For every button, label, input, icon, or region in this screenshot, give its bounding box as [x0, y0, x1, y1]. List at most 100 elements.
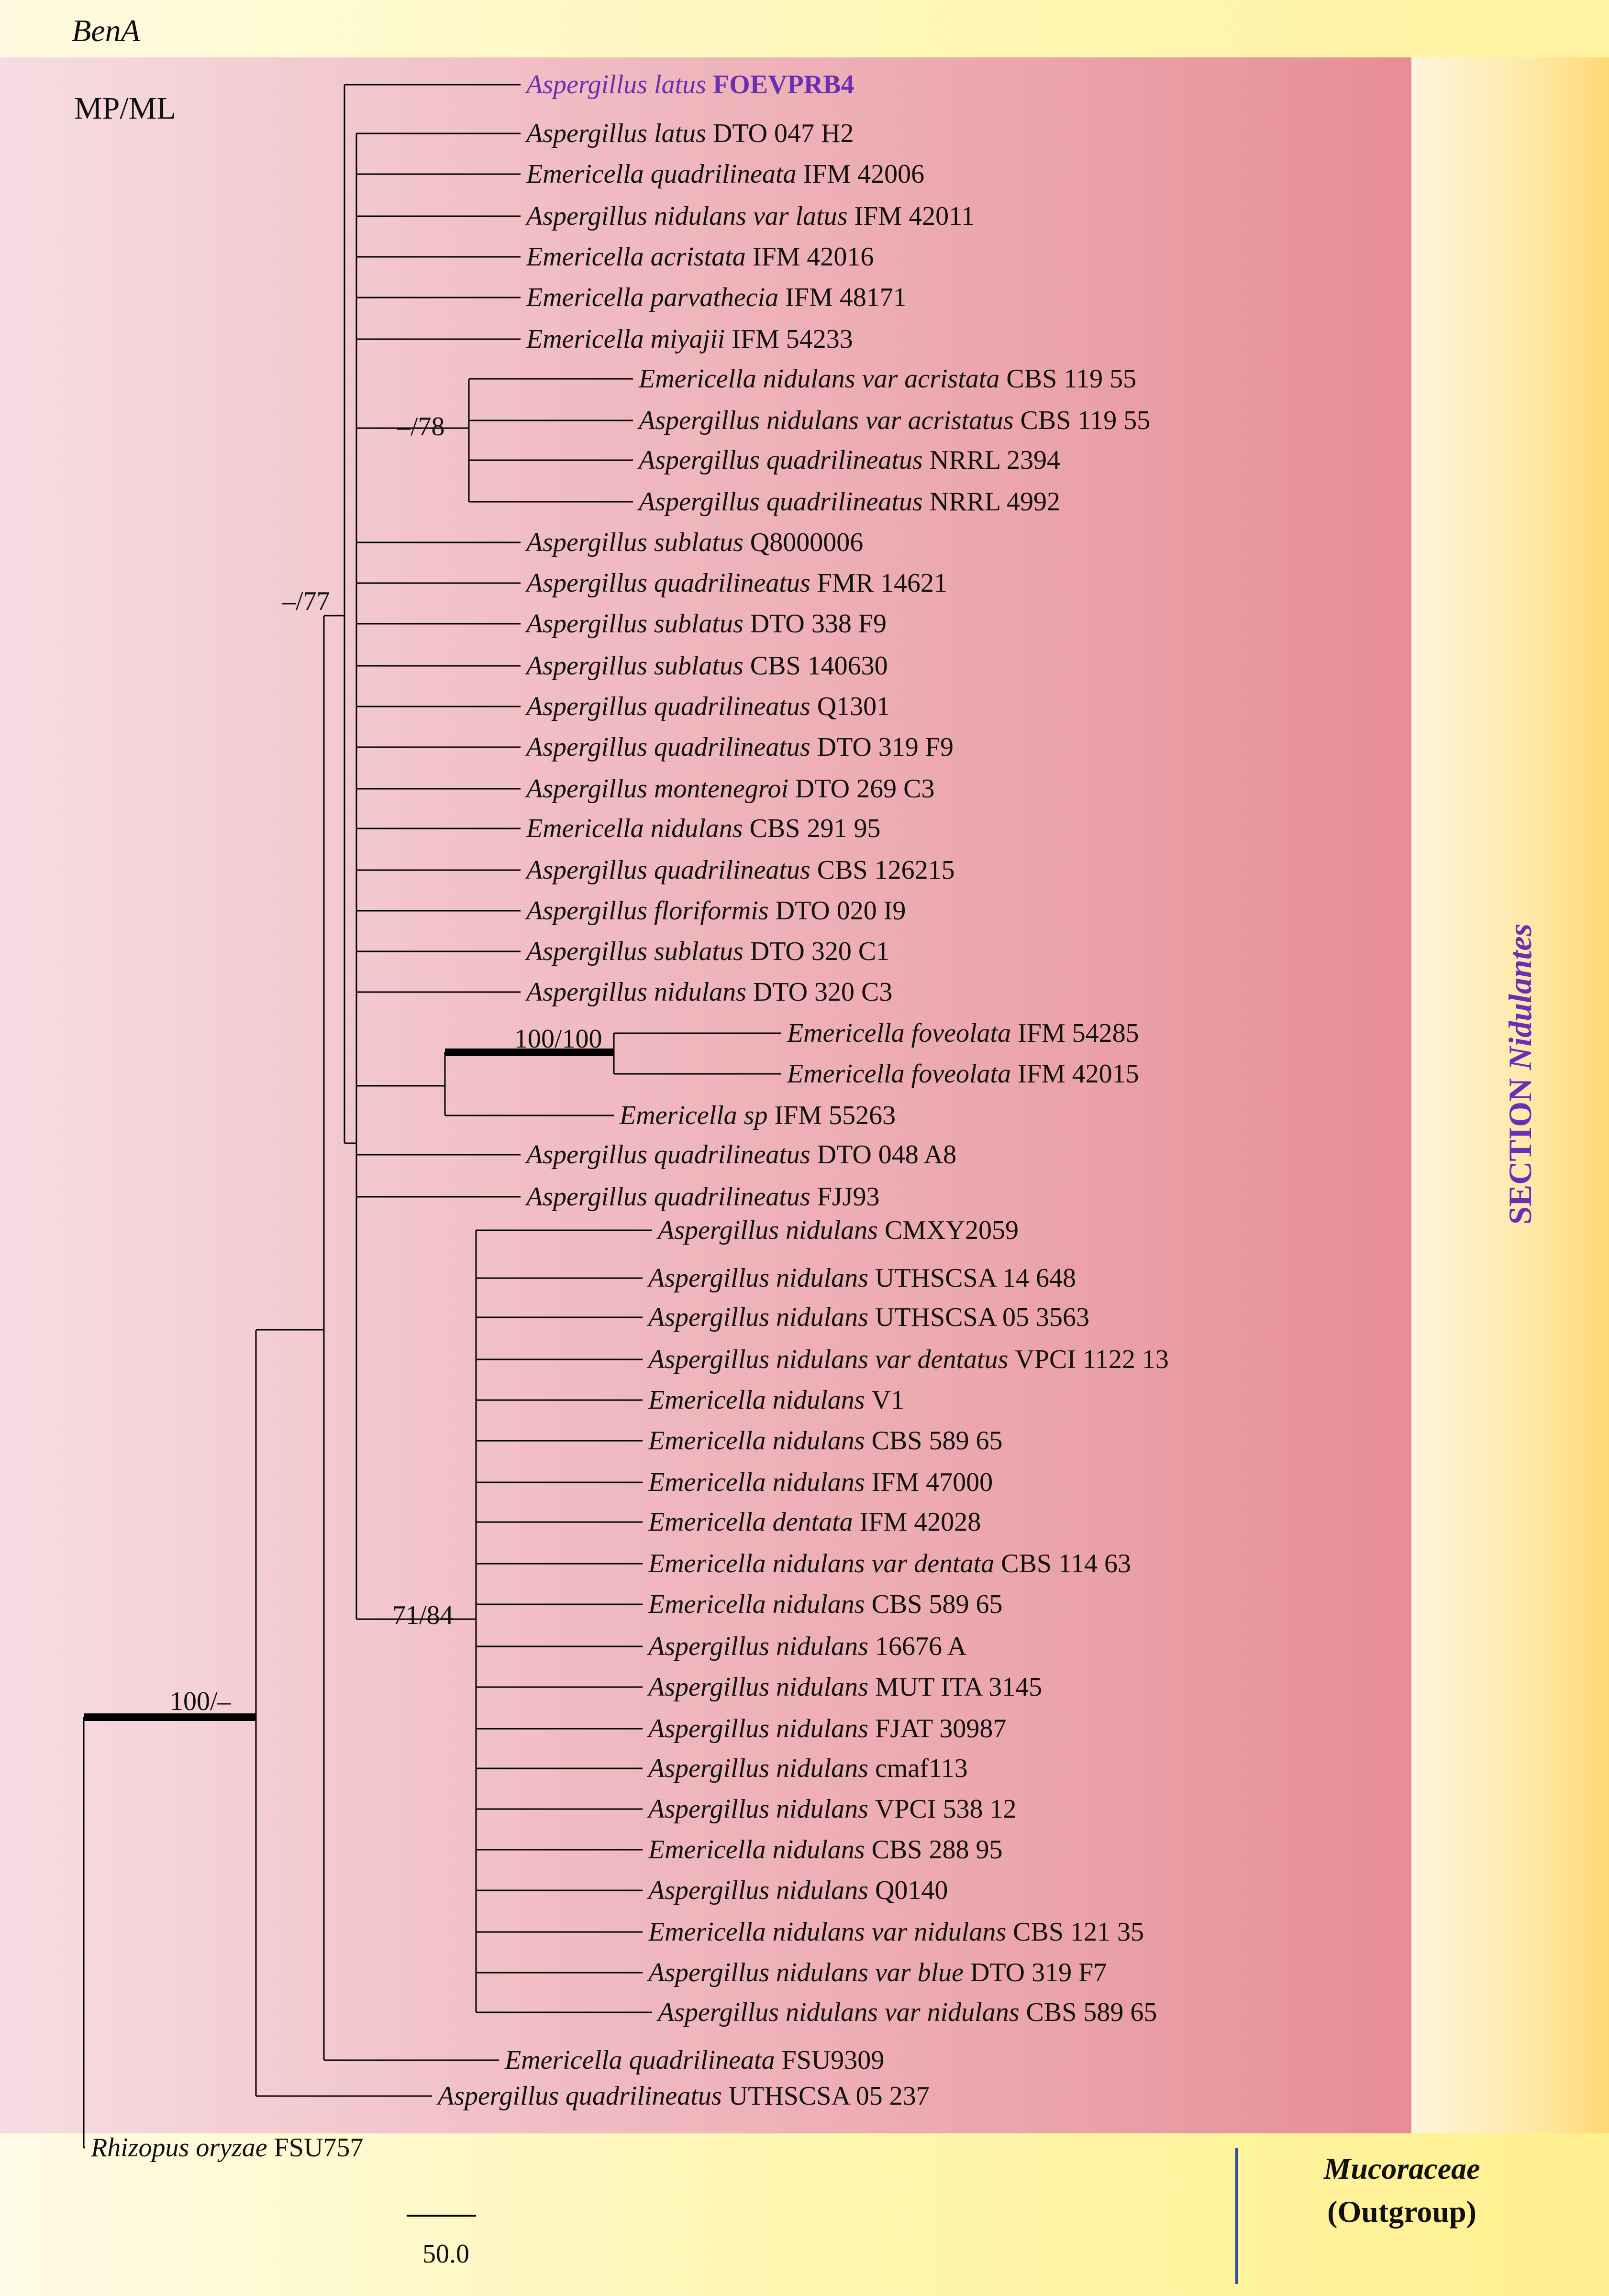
strain-id: IFM 55263 [774, 1101, 896, 1130]
strain-id: IFM 47000 [872, 1468, 993, 1497]
species-name: Aspergillus quadrilineatus [637, 445, 930, 475]
strain-id: MUT ITA 3145 [875, 1672, 1042, 1702]
taxon-label: Aspergillus nidulans var nidulans CBS 58… [656, 1998, 1157, 2027]
species-name: Emericella nidulans [648, 1468, 872, 1497]
strain-id: DTO 319 F7 [970, 1958, 1107, 1987]
taxon-label: Aspergillus nidulans cmaf113 [646, 1754, 968, 1783]
taxon-label: Emericella nidulans CBS 288 95 [648, 1835, 1002, 1865]
strain-id: VPCI 538 12 [875, 1794, 1017, 1824]
taxon-label: Emericella quadrilineata IFM 42006 [526, 159, 924, 189]
taxon-label: Aspergillus sublatus CBS 140630 [524, 651, 888, 681]
strain-id: DTO 338 F9 [750, 609, 887, 639]
strain-id: CBS 126215 [817, 855, 955, 885]
species-name: Aspergillus nidulans var acristatus [637, 406, 1021, 435]
taxon-label: Emericella quadrilineata FSU9309 [504, 2045, 884, 2075]
species-name: Aspergillus nidulans [646, 1794, 875, 1824]
outgroup-family: Mucoraceae [1323, 2152, 1480, 2186]
species-name: Aspergillus sublatus [524, 528, 750, 557]
species-name: Emericella nidulans [648, 1590, 872, 1619]
taxon-label: Emericella nidulans CBS 589 65 [648, 1426, 1002, 1456]
taxon-label: Emericella nidulans IFM 47000 [648, 1468, 993, 1497]
strain-id: UTHSCSA 14 648 [875, 1263, 1076, 1293]
taxon-label: Emericella nidulans V1 [648, 1385, 904, 1415]
taxon-label: Emericella miyajii IFM 54233 [526, 324, 853, 354]
taxon-label: Emericella foveolata IFM 42015 [787, 1059, 1139, 1089]
species-name: Aspergillus quadrilineatus [637, 487, 930, 517]
strain-id: CBS 121 35 [1013, 1917, 1144, 1947]
taxon-label: Aspergillus quadrilineatus NRRL 4992 [637, 487, 1060, 517]
taxon-label: Aspergillus nidulans FJAT 30987 [646, 1714, 1006, 1744]
taxon-label: Emericella acristata IFM 42016 [526, 242, 874, 272]
species-name: Emericella foveolata [787, 1018, 1018, 1048]
species-name: Aspergillus quadrilineatus [436, 2081, 729, 2111]
strain-id: CBS 288 95 [872, 1835, 1003, 1865]
taxon-label: Rhizopus oryzae FSU757 [90, 2133, 363, 2163]
taxon-label: Aspergillus quadrilineatus FMR 14621 [524, 568, 947, 598]
taxon-label: Emericella dentata IFM 42028 [648, 1507, 981, 1537]
strain-id: UTHSCSA 05 3563 [875, 1303, 1089, 1332]
support-value: 100/100 [514, 1024, 602, 1054]
taxon-label: Aspergillus quadrilineatus NRRL 2394 [637, 445, 1060, 475]
species-name: Aspergillus quadrilineatus [524, 568, 817, 598]
strain-id: CBS 140630 [750, 651, 888, 681]
species-name: Aspergillus sublatus [524, 651, 750, 681]
strain-id: V1 [872, 1385, 904, 1415]
strain-id: FSU9309 [782, 2045, 885, 2075]
species-name: Emericella nidulans var nidulans [648, 1917, 1013, 1947]
taxon-label: Emericella foveolata IFM 54285 [787, 1018, 1139, 1048]
taxon-label: Aspergillus latus DTO 047 H2 [524, 119, 854, 148]
tree-branches [83, 84, 781, 2149]
taxon-label: Aspergillus nidulans var latus IFM 42011 [524, 201, 975, 231]
species-name: Aspergillus sublatus [524, 937, 750, 966]
outgroup-tag: (Outgroup) [1327, 2195, 1476, 2229]
strain-id: FSU757 [274, 2133, 364, 2163]
species-name: Emericella nidulans [648, 1835, 872, 1865]
strain-id: IFM 42016 [753, 242, 874, 272]
taxon-label: Aspergillus nidulans VPCI 538 12 [646, 1794, 1017, 1824]
taxon-label: Aspergillus nidulans MUT ITA 3145 [646, 1672, 1042, 1702]
species-name: Aspergillus sublatus [524, 609, 750, 639]
strain-id: IFM 54233 [732, 324, 853, 354]
species-name: Aspergillus nidulans [646, 1714, 875, 1744]
strain-id: DTO 020 I9 [776, 896, 906, 926]
strain-id: CMXY2059 [885, 1215, 1019, 1245]
taxon-label: Aspergillus quadrilineatus UTHSCSA 05 23… [436, 2081, 930, 2111]
taxon-label: Emericella nidulans var nidulans CBS 121… [648, 1917, 1144, 1947]
taxon-label: Aspergillus nidulans var acristatus CBS … [637, 406, 1150, 435]
species-name: Aspergillus latus [524, 70, 713, 99]
species-name: Aspergillus nidulans [524, 977, 753, 1007]
strain-id: CBS 589 65 [872, 1426, 1003, 1456]
strain-id: 16676 A [875, 1632, 967, 1661]
strain-id: DTO 048 A8 [817, 1140, 956, 1170]
species-name: Aspergillus nidulans var blue [646, 1958, 970, 1987]
species-name: Emericella quadrilineata [504, 2045, 782, 2075]
taxon-label: Aspergillus nidulans var blue DTO 319 F7 [646, 1958, 1107, 1987]
species-name: Emericella nidulans [648, 1426, 872, 1456]
taxon-label: Aspergillus nidulans DTO 320 C3 [524, 977, 892, 1007]
strain-id: NRRL 2394 [930, 445, 1060, 475]
species-name: Aspergillus nidulans [656, 1215, 885, 1245]
taxon-label: Emericella parvathecia IFM 48171 [526, 283, 907, 312]
taxon-label: Aspergillus nidulans 16676 A [646, 1632, 967, 1661]
species-name: Emericella acristata [526, 242, 753, 272]
ingroup-panel [0, 57, 1411, 2133]
species-name: Aspergillus quadrilineatus [524, 1182, 817, 1212]
strain-id: NRRL 4992 [930, 487, 1060, 517]
taxon-label: Aspergillus nidulans Q0140 [646, 1876, 948, 1905]
strain-id: DTO 320 C1 [750, 937, 889, 966]
strain-id: IFM 42006 [803, 159, 925, 189]
species-name: Emericella parvathecia [526, 283, 785, 312]
species-name: Aspergillus nidulans [646, 1672, 875, 1702]
scale-bar-label: 50.0 [422, 2239, 469, 2269]
strain-id: FJAT 30987 [875, 1714, 1006, 1744]
species-name: Emericella dentata [648, 1507, 860, 1537]
species-name: Emericella quadrilineata [526, 159, 803, 189]
species-name: Emericella nidulans [648, 1385, 872, 1415]
taxon-label: Aspergillus floriformis DTO 020 I9 [524, 896, 906, 926]
strain-id: cmaf113 [875, 1754, 968, 1783]
species-name: Emericella foveolata [787, 1059, 1018, 1089]
taxon-label: Aspergillus quadrilineatus FJJ93 [524, 1182, 879, 1212]
